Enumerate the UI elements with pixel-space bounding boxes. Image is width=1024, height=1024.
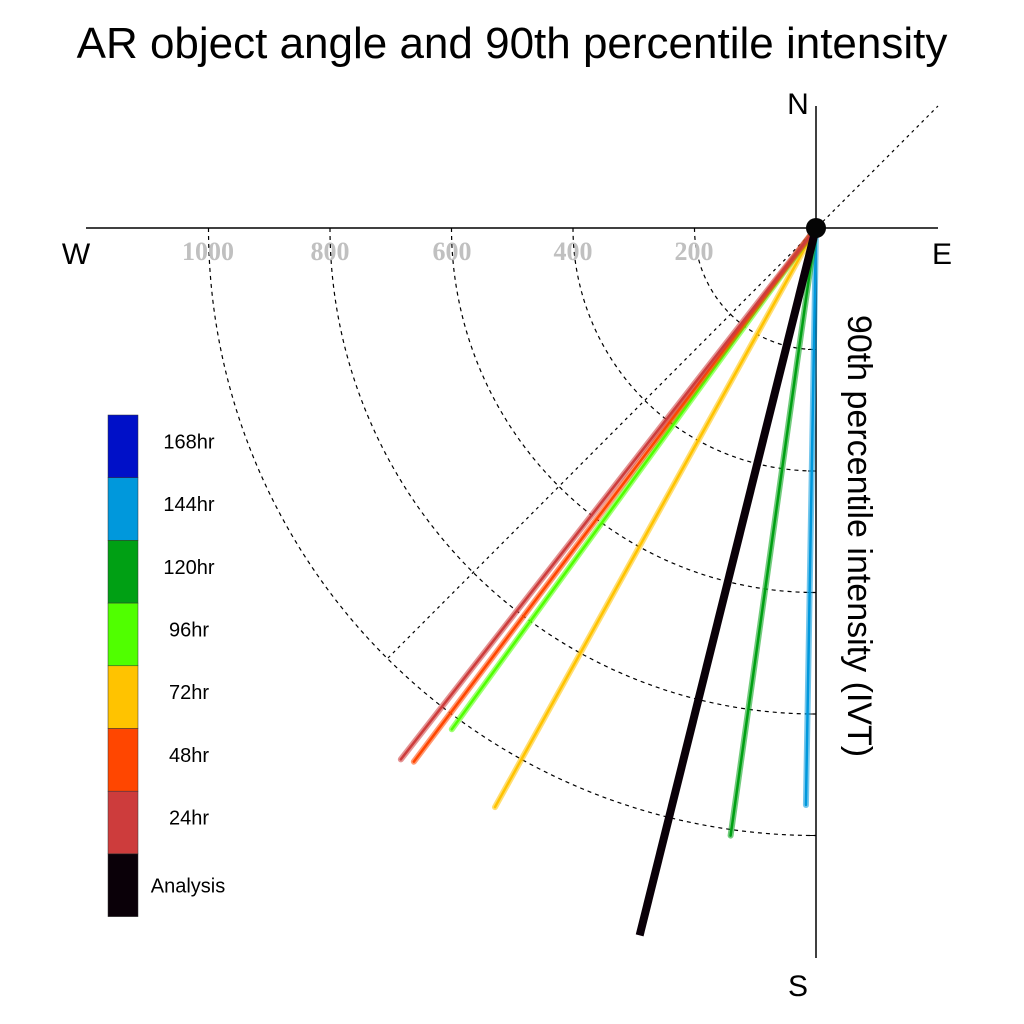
ray-72hr <box>493 226 818 809</box>
ray-144hr <box>804 226 818 807</box>
chart-title: AR object angle and 90th percentile inte… <box>77 19 948 68</box>
legend-label-analysis: Analysis <box>151 875 225 897</box>
legend-swatch-144hr <box>107 477 139 541</box>
tick-label: 800 <box>311 237 350 266</box>
legend-label-24hr: 24hr <box>169 808 209 830</box>
legend-label-120hr: 120hr <box>163 557 214 579</box>
legend-swatch-168hr <box>107 414 139 478</box>
legend-label-72hr: 72hr <box>169 682 209 704</box>
compass-north: N <box>787 88 809 121</box>
legend-swatch-120hr <box>107 540 139 604</box>
tick-label: 1000 <box>182 237 234 266</box>
radial-ring <box>450 227 817 594</box>
radial-tick-labels: 1000 800 600 400 200 <box>182 237 714 266</box>
radial-ring <box>329 227 817 715</box>
legend-label-168hr: 168hr <box>163 431 214 453</box>
ray-analysis <box>635 227 820 937</box>
ray-120hr <box>729 226 818 837</box>
compass-west: W <box>62 238 91 271</box>
legend-label-48hr: 48hr <box>169 745 209 767</box>
radial-ring <box>693 227 817 351</box>
y-axis-label: 90th percentile intensity (IVT) <box>840 315 878 757</box>
ray-24hr <box>399 226 818 761</box>
compass-east: E <box>932 238 952 271</box>
legend-swatch-96hr <box>107 602 139 667</box>
origin-marker <box>806 218 826 238</box>
tick-label: 200 <box>675 237 714 266</box>
compass-south: S <box>788 970 808 1003</box>
tick-label: 600 <box>433 237 472 266</box>
legend: 168hr 144hr 120hr 96hr 72hr 48hr 24hr Analysis <box>107 414 225 917</box>
legend-swatch-48hr <box>107 728 139 792</box>
legend-label-144hr: 144hr <box>163 494 214 516</box>
legend-swatch-72hr <box>107 665 139 729</box>
intensity-rays <box>397 225 820 937</box>
legend-swatch-24hr <box>107 790 139 855</box>
tick-label: 400 <box>554 237 593 266</box>
legend-label-96hr: 96hr <box>169 619 209 641</box>
legend-swatch-analysis <box>107 853 139 917</box>
